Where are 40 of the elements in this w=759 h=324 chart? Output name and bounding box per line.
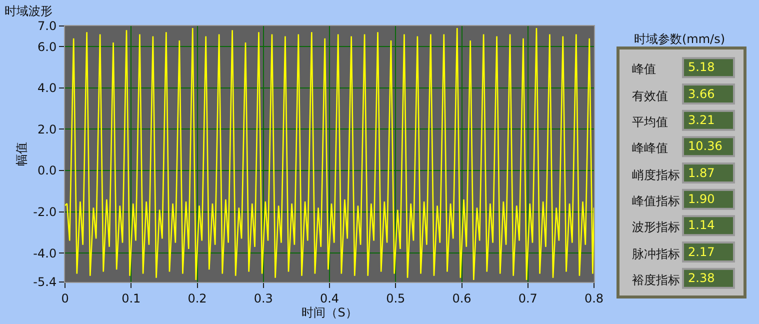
- category-label: 脉冲指标: [632, 247, 680, 261]
- category-label: 峰值指标: [632, 194, 680, 208]
- y-tick-label: 0.0: [38, 164, 57, 178]
- category-label: 峭度指标: [632, 168, 680, 182]
- data-label: 1.90: [688, 192, 715, 206]
- data-label: 2.17: [688, 245, 715, 259]
- y-tick-label: -2.0: [33, 205, 57, 220]
- data-label: 10.36: [688, 139, 722, 153]
- x-tick-label: 0.7: [518, 291, 538, 306]
- chart-title: 时域波形: [4, 4, 53, 18]
- x-tick-label: 0: [61, 291, 69, 306]
- category-label: 平均值: [632, 115, 668, 129]
- x-tick-label: 0.5: [386, 291, 406, 306]
- category-label: 有效值: [632, 89, 668, 103]
- data-label: 3.21: [688, 113, 715, 127]
- category-label: 峰值: [632, 62, 656, 76]
- x-tick-label: 0.1: [122, 291, 141, 306]
- y-tick-label: -5.4: [33, 275, 57, 290]
- data-label: 5.18: [688, 60, 715, 74]
- x-tick-label: 0.3: [254, 291, 273, 306]
- category-label: 峰峰值: [632, 141, 668, 155]
- y-tick-label: 2.0: [38, 122, 57, 136]
- data-label: 2.38: [688, 271, 715, 285]
- y-tick-label: 7.0: [38, 19, 57, 34]
- line-series: [65, 27, 594, 281]
- x-tick-label: 0.8: [584, 291, 604, 306]
- y-tick-label: 4.0: [38, 81, 57, 96]
- y-tick-label: 6.0: [38, 40, 57, 54]
- data-label: 3.66: [688, 87, 715, 101]
- text: 时域参数(mm/s): [634, 32, 726, 46]
- y-tick-label: -4.0: [33, 246, 57, 260]
- x-tick-label: 0.6: [452, 291, 472, 306]
- category-label: 裕度指标: [632, 273, 680, 287]
- x-axis-title: 时间（S）: [302, 305, 358, 320]
- y-axis-title: 幅值: [14, 142, 28, 166]
- category-label: 波形指标: [632, 220, 680, 234]
- data-label: 1.14: [688, 218, 715, 232]
- data-label: 1.87: [688, 166, 715, 180]
- x-tick-label: 0.4: [320, 291, 340, 306]
- x-tick-label: 0.2: [188, 291, 207, 306]
